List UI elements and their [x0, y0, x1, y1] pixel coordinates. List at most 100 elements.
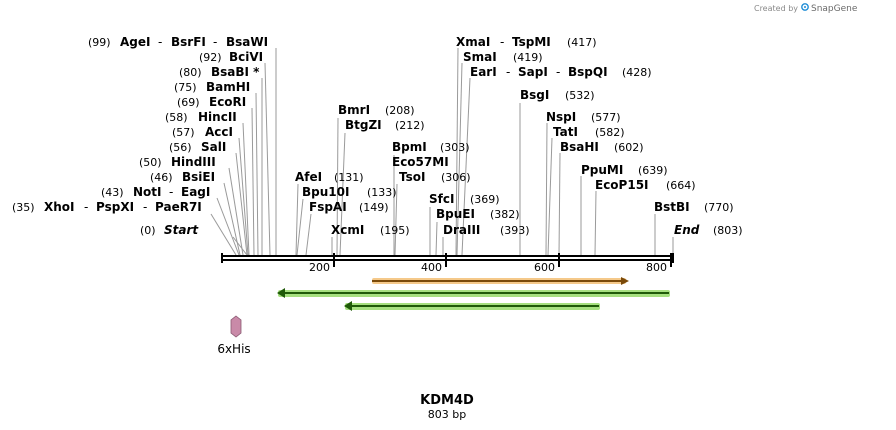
site-name: TsoI [399, 170, 425, 184]
site-position: (212) [395, 119, 425, 132]
green-reverse-arrow-long[interactable] [277, 288, 670, 298]
site-label-bamhi[interactable]: (75) BamHI [174, 76, 250, 95]
site-position: (133) [367, 186, 397, 199]
site-label-tsoi[interactable]: TsoI (306) [399, 166, 471, 185]
site-position: (602) [614, 141, 644, 154]
site-name: BstBI [654, 200, 690, 214]
separator: - [213, 35, 217, 49]
site-name: NspI [546, 110, 576, 124]
site-label-bstbi[interactable]: BstBI (770) [654, 196, 734, 215]
site-label-draiii[interactable]: DraIII (393) [443, 219, 530, 238]
separator: - [556, 65, 560, 79]
credit-prefix: Created by [754, 4, 798, 13]
site-label-hindiii[interactable]: (50) HindIII [139, 151, 216, 170]
separator: - [158, 35, 162, 49]
site-position: (69) [177, 96, 200, 109]
site-position: (92) [199, 51, 222, 64]
site-label-btgzi[interactable]: BtgZI (212) [345, 114, 425, 133]
site-position: (582) [595, 126, 625, 139]
tick-label-400: 400 [421, 261, 442, 274]
separator: - [84, 200, 88, 214]
site-name: SapI [518, 65, 548, 79]
map-title: KDM4D [420, 393, 474, 408]
site-label-hincii[interactable]: (58) HincII [165, 106, 237, 125]
site-name: SalI [201, 140, 226, 154]
site-label-bpuei[interactable]: BpuEI (382) [436, 203, 520, 222]
site-name: PaeR7I [155, 200, 202, 214]
site-position: (382) [490, 208, 520, 221]
site-name: EarI [470, 65, 497, 79]
site-label-bcivi[interactable]: (92) BciVI [199, 46, 263, 65]
site-label-afei[interactable]: AfeI (131) [295, 166, 364, 185]
site-label-xmai[interactable]: XmaI - TspMI (417) [456, 31, 597, 50]
orange-forward-arrow[interactable] [372, 277, 629, 285]
site-position: (131) [334, 171, 364, 184]
site-position: (35) [12, 201, 35, 214]
site-position: (46) [150, 171, 173, 184]
site-position: (419) [513, 51, 543, 64]
site-name: EcoRI [209, 95, 246, 109]
tick-mark [333, 253, 335, 267]
site-name: XmaI [456, 35, 490, 49]
end-label[interactable]: End (803) [674, 219, 743, 238]
backbone [221, 253, 674, 267]
tick-label-600: 600 [534, 261, 555, 274]
site-label-sfci[interactable]: SfcI (369) [429, 188, 500, 207]
site-label-bpmi[interactable]: BpmI (303) [392, 136, 470, 155]
site-name: EagI [181, 185, 210, 199]
site-label-fspai[interactable]: FspAI (149) [309, 196, 389, 215]
separator: - [506, 65, 510, 79]
site-label-bsgi[interactable]: BsgI (532) [520, 84, 595, 103]
site-position: (58) [165, 111, 188, 124]
site-label-bpu10i[interactable]: Bpu10I (133) [302, 181, 397, 200]
site-label-acci[interactable]: (57) AccI [172, 121, 233, 140]
green-reverse-arrow-short[interactable] [344, 301, 600, 311]
site-name: Bpu10I [302, 185, 349, 199]
site-label-ppumi[interactable]: PpuMI (639) [581, 159, 668, 178]
site-label-eari[interactable]: EarI - SapI - BspQI (428) [470, 61, 652, 80]
site-position: (57) [172, 126, 195, 139]
site-name: Eco57MI [392, 155, 449, 169]
site-name: AfeI [295, 170, 322, 184]
site-label-eco57mi[interactable]: Eco57MI [392, 155, 449, 169]
separator: - [143, 200, 147, 214]
start-label[interactable]: (0) Start [140, 219, 199, 238]
site-position: (770) [704, 201, 734, 214]
site-label-ecop15i[interactable]: EcoP15I (664) [595, 174, 696, 193]
site-label-bsiei[interactable]: (46) BsiEI [150, 166, 215, 185]
site-label-noti[interactable]: (43) NotI - EagI [101, 181, 210, 200]
site-position: (639) [638, 164, 668, 177]
site-label-sali[interactable]: (56) SalI [169, 136, 226, 155]
site-label-ecori[interactable]: (69) EcoRI [177, 91, 246, 110]
site-name: DraIII [443, 223, 480, 237]
site-position: (306) [441, 171, 471, 184]
site-label-nspi[interactable]: NspI (577) [546, 106, 621, 125]
site-position: (56) [169, 141, 192, 154]
end-name: End [674, 223, 700, 237]
feature-label: 6xHis [217, 342, 250, 356]
site-label-bmri[interactable]: BmrI (208) [338, 99, 415, 118]
site-label-agei[interactable]: (99) AgeI - BsrFI - BsaWI [88, 31, 268, 50]
site-name: BsrFI [171, 35, 206, 49]
site-name: BsaHI [560, 140, 599, 154]
site-label-xcmi[interactable]: XcmI (195) [331, 219, 410, 238]
site-name: AccI [205, 125, 233, 139]
site-position: (369) [470, 193, 500, 206]
site-name: TspMI [512, 35, 551, 49]
feature-6xhis[interactable]: 6xHis [217, 315, 251, 356]
site-name: PspXI [96, 200, 134, 214]
site-label-xhoi[interactable]: (35) XhoI - PspXI - PaeR7I [12, 196, 202, 215]
tick-mark [670, 253, 672, 267]
site-label-bsabi[interactable]: (80) BsaBI * [179, 61, 260, 80]
site-name: AgeI [120, 35, 150, 49]
site-name: BciVI [229, 50, 263, 64]
site-connectors [210, 47, 674, 256]
site-label-smai[interactable]: SmaI (419) [463, 46, 543, 65]
site-label-tati[interactable]: TatI (582) [553, 121, 625, 140]
site-name: SmaI [463, 50, 497, 64]
site-name: BmrI [338, 103, 370, 117]
site-name: NotI [133, 185, 162, 199]
site-label-bsahi[interactable]: BsaHI (602) [560, 136, 644, 155]
site-name: XhoI [44, 200, 75, 214]
site-position: (43) [101, 186, 124, 199]
